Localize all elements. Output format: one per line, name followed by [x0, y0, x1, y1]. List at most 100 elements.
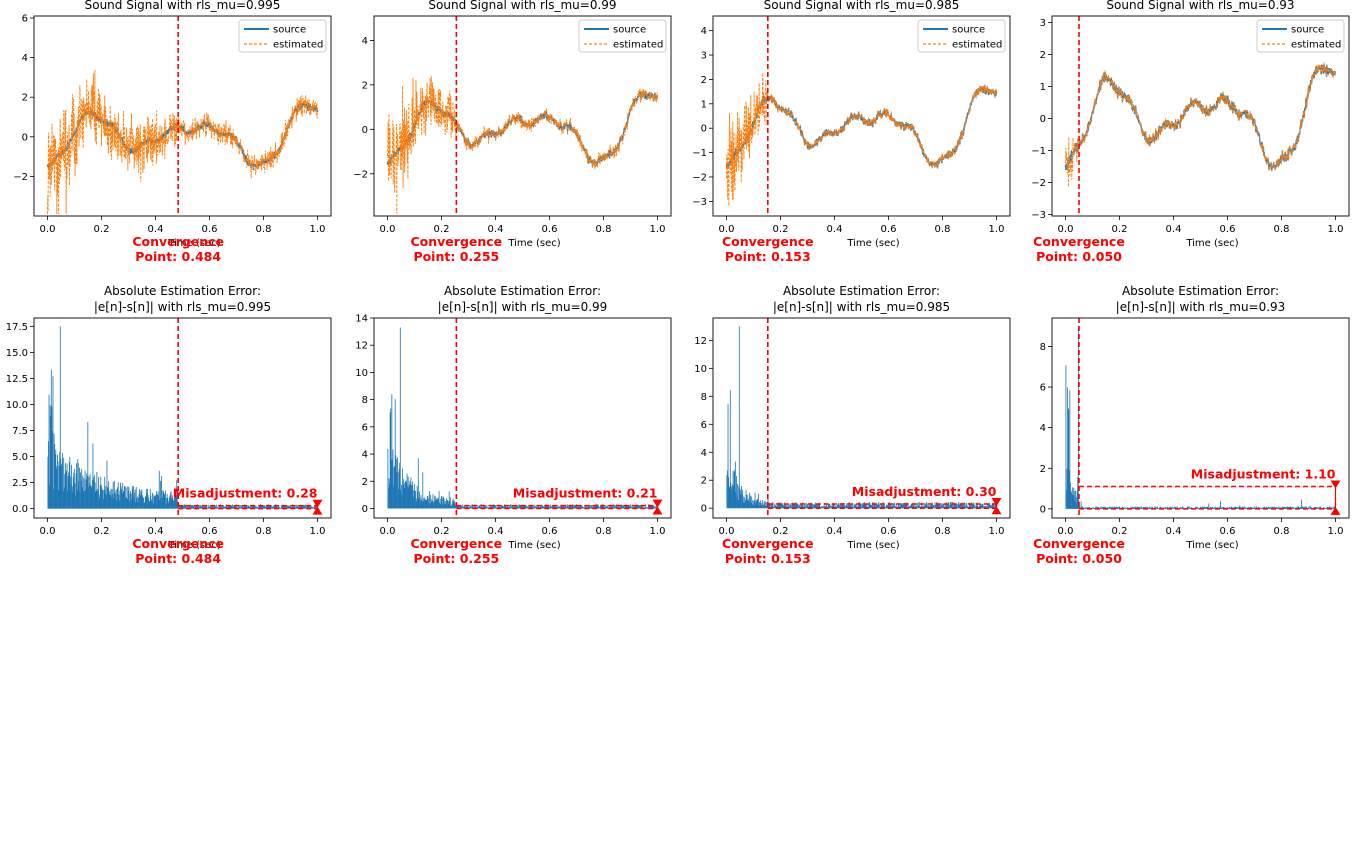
error-bar [136, 496, 138, 509]
error-bar [962, 505, 964, 509]
error-bar [1102, 507, 1103, 509]
error-bar [225, 506, 227, 509]
error-bar [61, 465, 62, 509]
error-bar [603, 505, 605, 509]
misadjustment-label: Misadjustment: 0.28 [173, 486, 318, 501]
error-bar [399, 327, 401, 509]
y-tick-label: 8 [1040, 342, 1046, 353]
error-bar [490, 505, 492, 509]
error-bar [1171, 506, 1173, 509]
error-bar [536, 506, 537, 509]
error-bar [528, 506, 530, 509]
error-bar [501, 505, 503, 509]
error-bar [575, 504, 577, 509]
y-tick-label: 4 [701, 448, 707, 459]
error-bar [482, 506, 484, 509]
error-bar [70, 484, 72, 509]
error-bar [975, 503, 977, 509]
error-bar [920, 506, 921, 509]
error-bar [207, 504, 209, 509]
error-bar [559, 506, 561, 509]
error-bar [1093, 507, 1094, 509]
error-bar [55, 449, 57, 509]
error-bar [858, 502, 860, 509]
error-bar [239, 507, 241, 509]
error-bar [615, 504, 617, 509]
error-bar [1287, 506, 1288, 509]
error-bar [251, 505, 253, 509]
error-bar [939, 504, 940, 509]
convergence-label-line-1: Convergence [132, 234, 224, 249]
error-bar [311, 507, 313, 509]
error-bar [1073, 491, 1075, 509]
error-bar [802, 502, 804, 509]
error-bar [749, 492, 750, 509]
error-bar [449, 501, 451, 509]
error-bar [47, 456, 49, 509]
error-bar [746, 494, 748, 509]
error-bar [576, 505, 578, 509]
error-bar [1229, 507, 1231, 509]
error-bar [271, 505, 273, 509]
error-bar [106, 494, 107, 509]
error-bar [145, 496, 147, 509]
error-bar [878, 504, 880, 509]
error-bar [416, 485, 418, 509]
error-bar [425, 499, 427, 509]
error-bar [966, 505, 968, 509]
error-bar [1282, 506, 1284, 509]
error-bar [403, 488, 405, 509]
error-bar [168, 500, 170, 509]
error-bar [608, 506, 610, 509]
y-tick-label: −2 [1031, 178, 1046, 189]
error-bar [929, 505, 931, 509]
error-bar [153, 503, 155, 509]
error-bar [801, 502, 803, 509]
error-bar [311, 506, 313, 509]
error-bar [190, 505, 192, 509]
error-bar [583, 507, 585, 509]
error-bar [509, 505, 511, 509]
error-bar [840, 504, 841, 509]
x-tick-label: 1.0 [650, 224, 666, 235]
error-bar [557, 505, 559, 509]
y-tick-label: 17.5 [6, 322, 28, 333]
y-tick-label: 4 [1040, 423, 1046, 434]
error-bar [1245, 508, 1247, 509]
error-bar [410, 483, 411, 509]
error-bar [1331, 507, 1332, 509]
error-bar [196, 506, 198, 509]
error-bar [158, 470, 160, 509]
error-bar [421, 499, 423, 509]
error-bar [174, 496, 176, 509]
error-bar [542, 506, 544, 509]
error-bar [110, 488, 112, 509]
error-bar [147, 494, 149, 509]
error-bar [1220, 501, 1222, 509]
error-bar [1147, 507, 1149, 509]
error-bar [531, 506, 533, 509]
error-bar [140, 495, 142, 509]
error-bar [131, 486, 133, 509]
error-bar [900, 503, 902, 509]
x-tick-label: 0.4 [148, 526, 164, 537]
error-bar [788, 507, 790, 509]
error-bar [313, 507, 315, 509]
convergence-label-line-1: Convergence [411, 234, 503, 249]
error-bar [1251, 507, 1253, 509]
error-bar [451, 504, 453, 509]
x-tick-label: 0.8 [1274, 526, 1290, 537]
error-bar [408, 484, 410, 509]
error-bar [438, 491, 440, 509]
error-bar [211, 506, 213, 509]
error-bar [466, 504, 468, 509]
error-bar [266, 504, 268, 509]
error-bar [427, 495, 429, 509]
error-bar [577, 505, 579, 509]
error-bar [83, 478, 85, 509]
error-bar [74, 483, 76, 509]
error-bar [1326, 507, 1328, 509]
error-bar [1188, 506, 1189, 509]
error-bar [418, 498, 420, 509]
error-bar [1151, 506, 1153, 509]
